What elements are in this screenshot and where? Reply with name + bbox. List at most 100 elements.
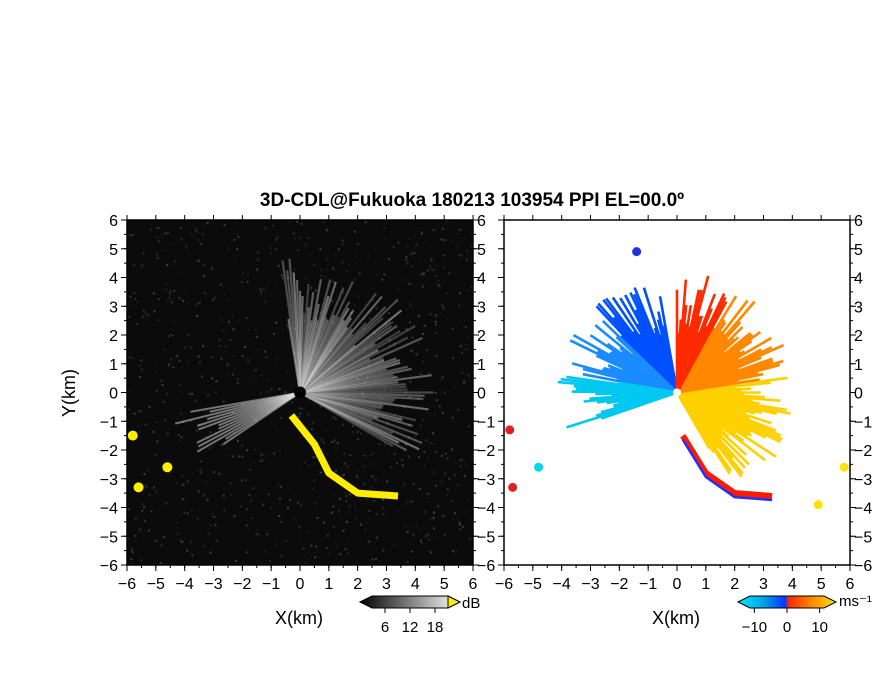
noise-pixel	[212, 471, 215, 474]
noise-pixel	[298, 342, 301, 345]
noise-pixel	[357, 438, 360, 441]
noise-pixel	[395, 418, 398, 421]
noise-pixel	[433, 527, 436, 530]
noise-pixel	[142, 309, 145, 312]
noise-pixel	[346, 552, 349, 555]
noise-pixel	[222, 494, 225, 497]
snr-colorbar-ticks: 6 12 18	[381, 608, 444, 636]
noise-pixel	[171, 301, 174, 304]
noise-pixel	[147, 314, 150, 317]
noise-pixel	[383, 388, 386, 391]
noise-pixel	[386, 422, 389, 425]
noise-pixel	[320, 438, 323, 441]
noise-pixel	[161, 235, 164, 238]
noise-pixel	[318, 336, 321, 339]
noise-pixel	[419, 424, 422, 427]
noise-pixel	[232, 328, 235, 331]
noise-pixel	[332, 505, 335, 508]
velocity-colorbar-ticks: −10 0 10	[742, 608, 828, 636]
noise-pixel	[133, 412, 136, 415]
noise-pixel	[362, 465, 365, 468]
noise-pixel	[131, 562, 134, 565]
noise-pixel	[313, 463, 316, 466]
signal-beam	[299, 321, 393, 394]
noise-pixel	[370, 486, 373, 489]
noise-pixel	[406, 531, 409, 534]
y-tick-label-right: −1	[477, 414, 495, 431]
noise-pixel	[421, 272, 424, 275]
x-tick-label: 1	[324, 576, 333, 593]
noise-pixel	[363, 483, 366, 486]
noise-pixel	[446, 457, 449, 460]
noise-pixel	[326, 355, 329, 358]
noise-pixel	[176, 521, 179, 524]
noise-pixel	[464, 326, 467, 329]
noise-pixel	[343, 462, 346, 465]
noise-pixel	[238, 455, 241, 458]
signal-beam	[299, 325, 393, 394]
noise-pixel	[410, 265, 413, 268]
noise-pixel	[145, 318, 148, 321]
noise-pixel	[332, 223, 335, 226]
y-tick-label-right: 6	[477, 213, 486, 230]
noise-pixel	[369, 464, 372, 467]
colorbar-tick-label: 18	[427, 619, 444, 636]
noise-pixel	[453, 474, 456, 477]
noise-pixel	[393, 543, 396, 546]
noise-pixel	[349, 316, 352, 319]
noise-pixel	[210, 356, 213, 359]
noise-pixel	[160, 544, 163, 547]
noise-pixel	[426, 492, 429, 495]
noise-pixel	[369, 475, 372, 478]
noise-pixel	[456, 233, 459, 236]
signal-beam	[299, 391, 393, 435]
y-tick-label-right: −2	[854, 443, 872, 460]
noise-pixel	[461, 371, 464, 374]
noise-pixel	[223, 224, 226, 227]
signal-beam	[299, 391, 395, 402]
noise-pixel	[402, 485, 405, 488]
noise-pixel	[311, 428, 314, 431]
signal-beam	[298, 307, 311, 393]
noise-pixel	[388, 503, 391, 506]
y-tick-label: 4	[109, 271, 118, 288]
noise-pixel	[181, 540, 184, 543]
noise-pixel	[370, 453, 373, 456]
noise-pixel	[363, 317, 366, 320]
noise-pixel	[413, 234, 416, 237]
noise-pixel	[326, 258, 329, 261]
noise-pixel	[463, 475, 466, 478]
signal-beam	[299, 391, 414, 427]
signal-beam	[299, 374, 394, 394]
noise-pixel	[450, 499, 453, 502]
noise-pixel	[257, 258, 260, 261]
noise-pixel	[169, 242, 172, 245]
noise-pixel	[322, 358, 325, 361]
noise-pixel	[417, 258, 420, 261]
signal-beam	[299, 374, 432, 394]
noise-pixel	[315, 318, 318, 321]
noise-pixel	[304, 561, 307, 564]
noise-pixel	[396, 228, 399, 231]
noise-pixel	[168, 296, 171, 299]
noise-pixel	[459, 345, 462, 348]
noise-pixel	[201, 375, 204, 378]
noise-pixel	[410, 500, 413, 503]
noise-pixel	[440, 454, 443, 457]
noise-pixel	[307, 531, 310, 534]
noise-pixel	[388, 437, 391, 440]
noise-pixel	[409, 381, 412, 384]
noise-pixel	[161, 383, 164, 386]
noise-pixel	[423, 465, 426, 468]
noise-pixel	[315, 545, 318, 548]
noise-pixel	[441, 238, 444, 241]
y-tick-label: −3	[100, 472, 118, 489]
noise-pixel	[179, 384, 182, 387]
noise-pixel	[275, 238, 278, 241]
noise-pixel	[247, 328, 250, 331]
signal-beam	[299, 281, 354, 393]
noise-pixel	[367, 255, 370, 258]
signal-beam	[299, 391, 425, 397]
noise-pixel	[325, 354, 328, 357]
noise-pixel	[245, 524, 248, 527]
